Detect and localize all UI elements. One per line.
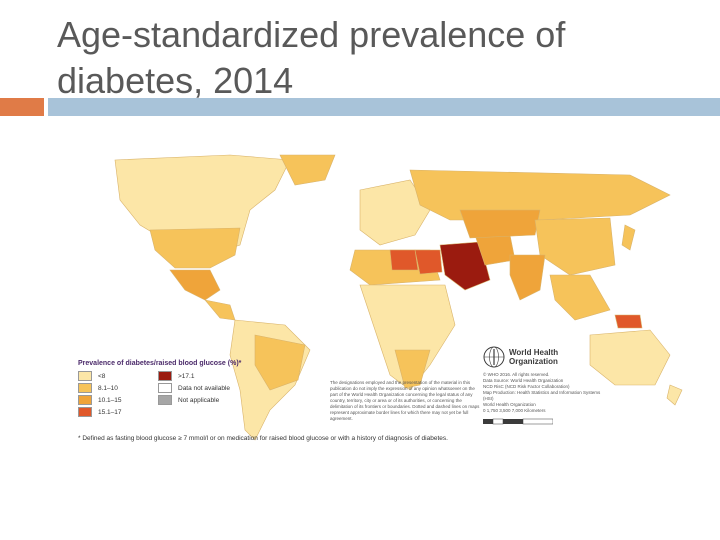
who-name-line2: Organization <box>509 357 558 366</box>
legend-label: Data not available <box>178 384 231 392</box>
region-new-zealand <box>666 384 683 406</box>
legend-item: 15.1–17 <box>78 407 158 417</box>
footnote: * Defined as fasting blood glucose ≥ 7 m… <box>78 435 448 442</box>
region-papua <box>614 314 643 329</box>
region-mexico <box>169 269 221 301</box>
legend-item: >17.1 <box>158 371 278 381</box>
region-greenland <box>279 154 336 186</box>
who-emblem-icon <box>483 346 505 368</box>
scale-label: 0 1,750 3,500 7,000 Kilometers <box>483 408 546 413</box>
who-header: World Health Organization <box>483 346 603 368</box>
legend-item: 10.1–15 <box>78 395 158 405</box>
region-australia <box>589 329 671 386</box>
who-source: World Health Organization <box>483 402 536 407</box>
legend-swatch <box>78 395 92 405</box>
region-brazil <box>254 334 306 391</box>
who-sources: © WHO 2016. All rights reserved. Data So… <box>483 372 603 408</box>
region-china <box>534 217 616 276</box>
world-map <box>114 154 683 441</box>
accent-bar-orange <box>0 98 44 116</box>
region-south-asia <box>509 254 546 301</box>
region-southern-africa <box>394 349 431 389</box>
legend-item: Data not available <box>158 383 278 393</box>
who-source: Map Production: Health Statistics and In… <box>483 390 601 401</box>
who-name-line1: World Health <box>509 348 559 357</box>
legend-swatch <box>158 395 172 405</box>
legend-label: 15.1–17 <box>98 408 122 416</box>
region-central-asia <box>459 209 541 239</box>
legend-swatch <box>158 371 172 381</box>
region-europe <box>359 179 431 246</box>
accent-bar-blue <box>48 98 720 116</box>
legend-label: 8.1–10 <box>98 384 118 392</box>
region-japan <box>621 224 636 251</box>
legend-item: 8.1–10 <box>78 383 158 393</box>
region-southeast-asia <box>549 274 611 321</box>
legend-label: 10.1–15 <box>98 396 122 404</box>
legend-grid: <8 >17.1 8.1–10 Data not available 10.1–… <box>78 371 328 417</box>
slide-title: Age-standardized prevalence of diabetes,… <box>57 14 566 101</box>
region-russia <box>409 169 671 221</box>
legend-label: <8 <box>98 372 106 380</box>
map-disclaimer: The designations employed and the presen… <box>330 380 480 421</box>
scale-bar <box>483 418 554 425</box>
legend-label: Not applicable <box>178 396 220 404</box>
map-legend: Prevalence of diabetes/raised blood gluc… <box>78 360 328 417</box>
legend-item: Not applicable <box>158 395 278 405</box>
region-central-america <box>204 299 236 321</box>
legend-swatch <box>78 383 92 393</box>
legend-swatch <box>78 371 92 381</box>
region-middle-east <box>439 241 491 291</box>
legend-item: <8 <box>78 371 158 381</box>
region-usa <box>149 227 241 269</box>
region-libya <box>389 249 419 271</box>
who-rights: © WHO 2016. All rights reserved. <box>483 372 550 377</box>
who-source: Data Source: World Health Organization <box>483 378 564 383</box>
who-credits: World Health Organization © WHO 2016. Al… <box>483 346 603 431</box>
region-egypt <box>414 249 443 275</box>
legend-label: >17.1 <box>178 372 195 380</box>
legend-swatch <box>158 383 172 393</box>
legend-swatch <box>78 407 92 417</box>
who-source: NCD RisC (NCD Risk Factor Collaboration) <box>483 384 570 389</box>
legend-title: Prevalence of diabetes/raised blood gluc… <box>78 360 242 367</box>
